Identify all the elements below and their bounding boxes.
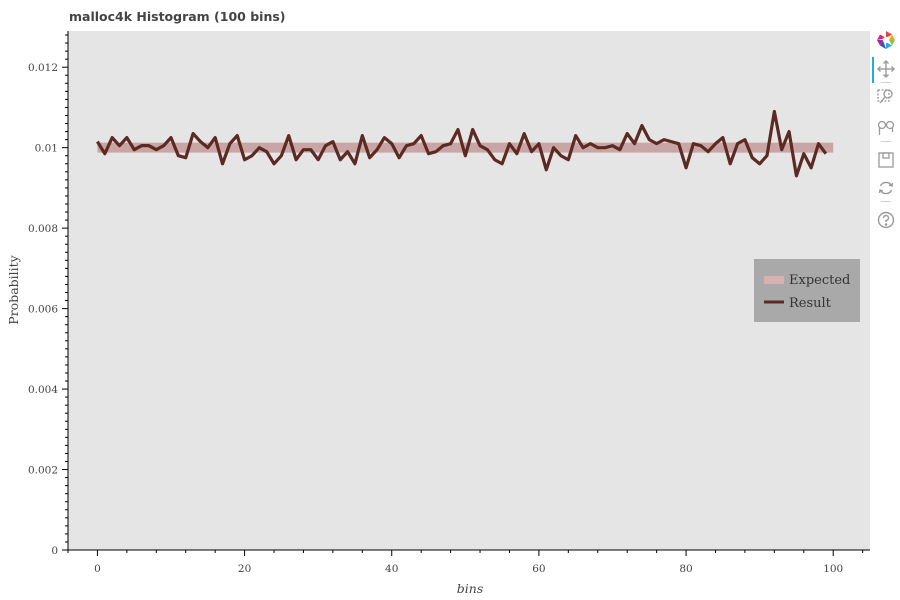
x-tick-label: 100 [823,563,843,575]
y-tick-label: 0.008 [28,223,58,235]
x-axis-label: bins [457,581,483,596]
legend-label-result: Result [789,296,832,311]
y-tick-label: 0.006 [28,304,58,316]
result-series-line [96,109,828,178]
wheel-zoom-icon[interactable] [876,118,896,138]
plot-area[interactable] [68,31,870,550]
x-tick-label: 20 [238,563,251,575]
legend-box [754,259,860,322]
y-tick-label: 0.004 [28,384,58,396]
active-tool-indicator [872,57,874,83]
reset-icon[interactable] [876,178,896,198]
x-tick-label: 60 [532,563,545,575]
legend-label-expected: Expected [789,273,850,288]
help-icon[interactable] [876,210,896,230]
x-tick-label: 0 [94,563,101,575]
y-tick-label: 0.002 [28,465,58,477]
legend: Expected Result [754,259,860,322]
x-tick-label: 40 [385,563,398,575]
toolbar-separator [881,82,891,83]
pan-icon[interactable] [876,59,896,79]
toolbar [872,28,900,238]
box-zoom-icon[interactable] [876,86,896,106]
y-tick-label: 0.01 [35,143,58,155]
y-axis-label: Probability [6,254,21,324]
bokeh-logo-icon[interactable] [876,30,896,50]
chart-title: malloc4k Histogram (100 bins) [69,9,286,24]
x-tick-label: 80 [679,563,692,575]
y-tick-label: 0 [51,545,58,557]
toolbar-separator [881,201,891,202]
toolbar-separator [881,141,891,142]
save-icon[interactable] [876,150,896,170]
y-tick-label: 0.012 [28,62,58,74]
